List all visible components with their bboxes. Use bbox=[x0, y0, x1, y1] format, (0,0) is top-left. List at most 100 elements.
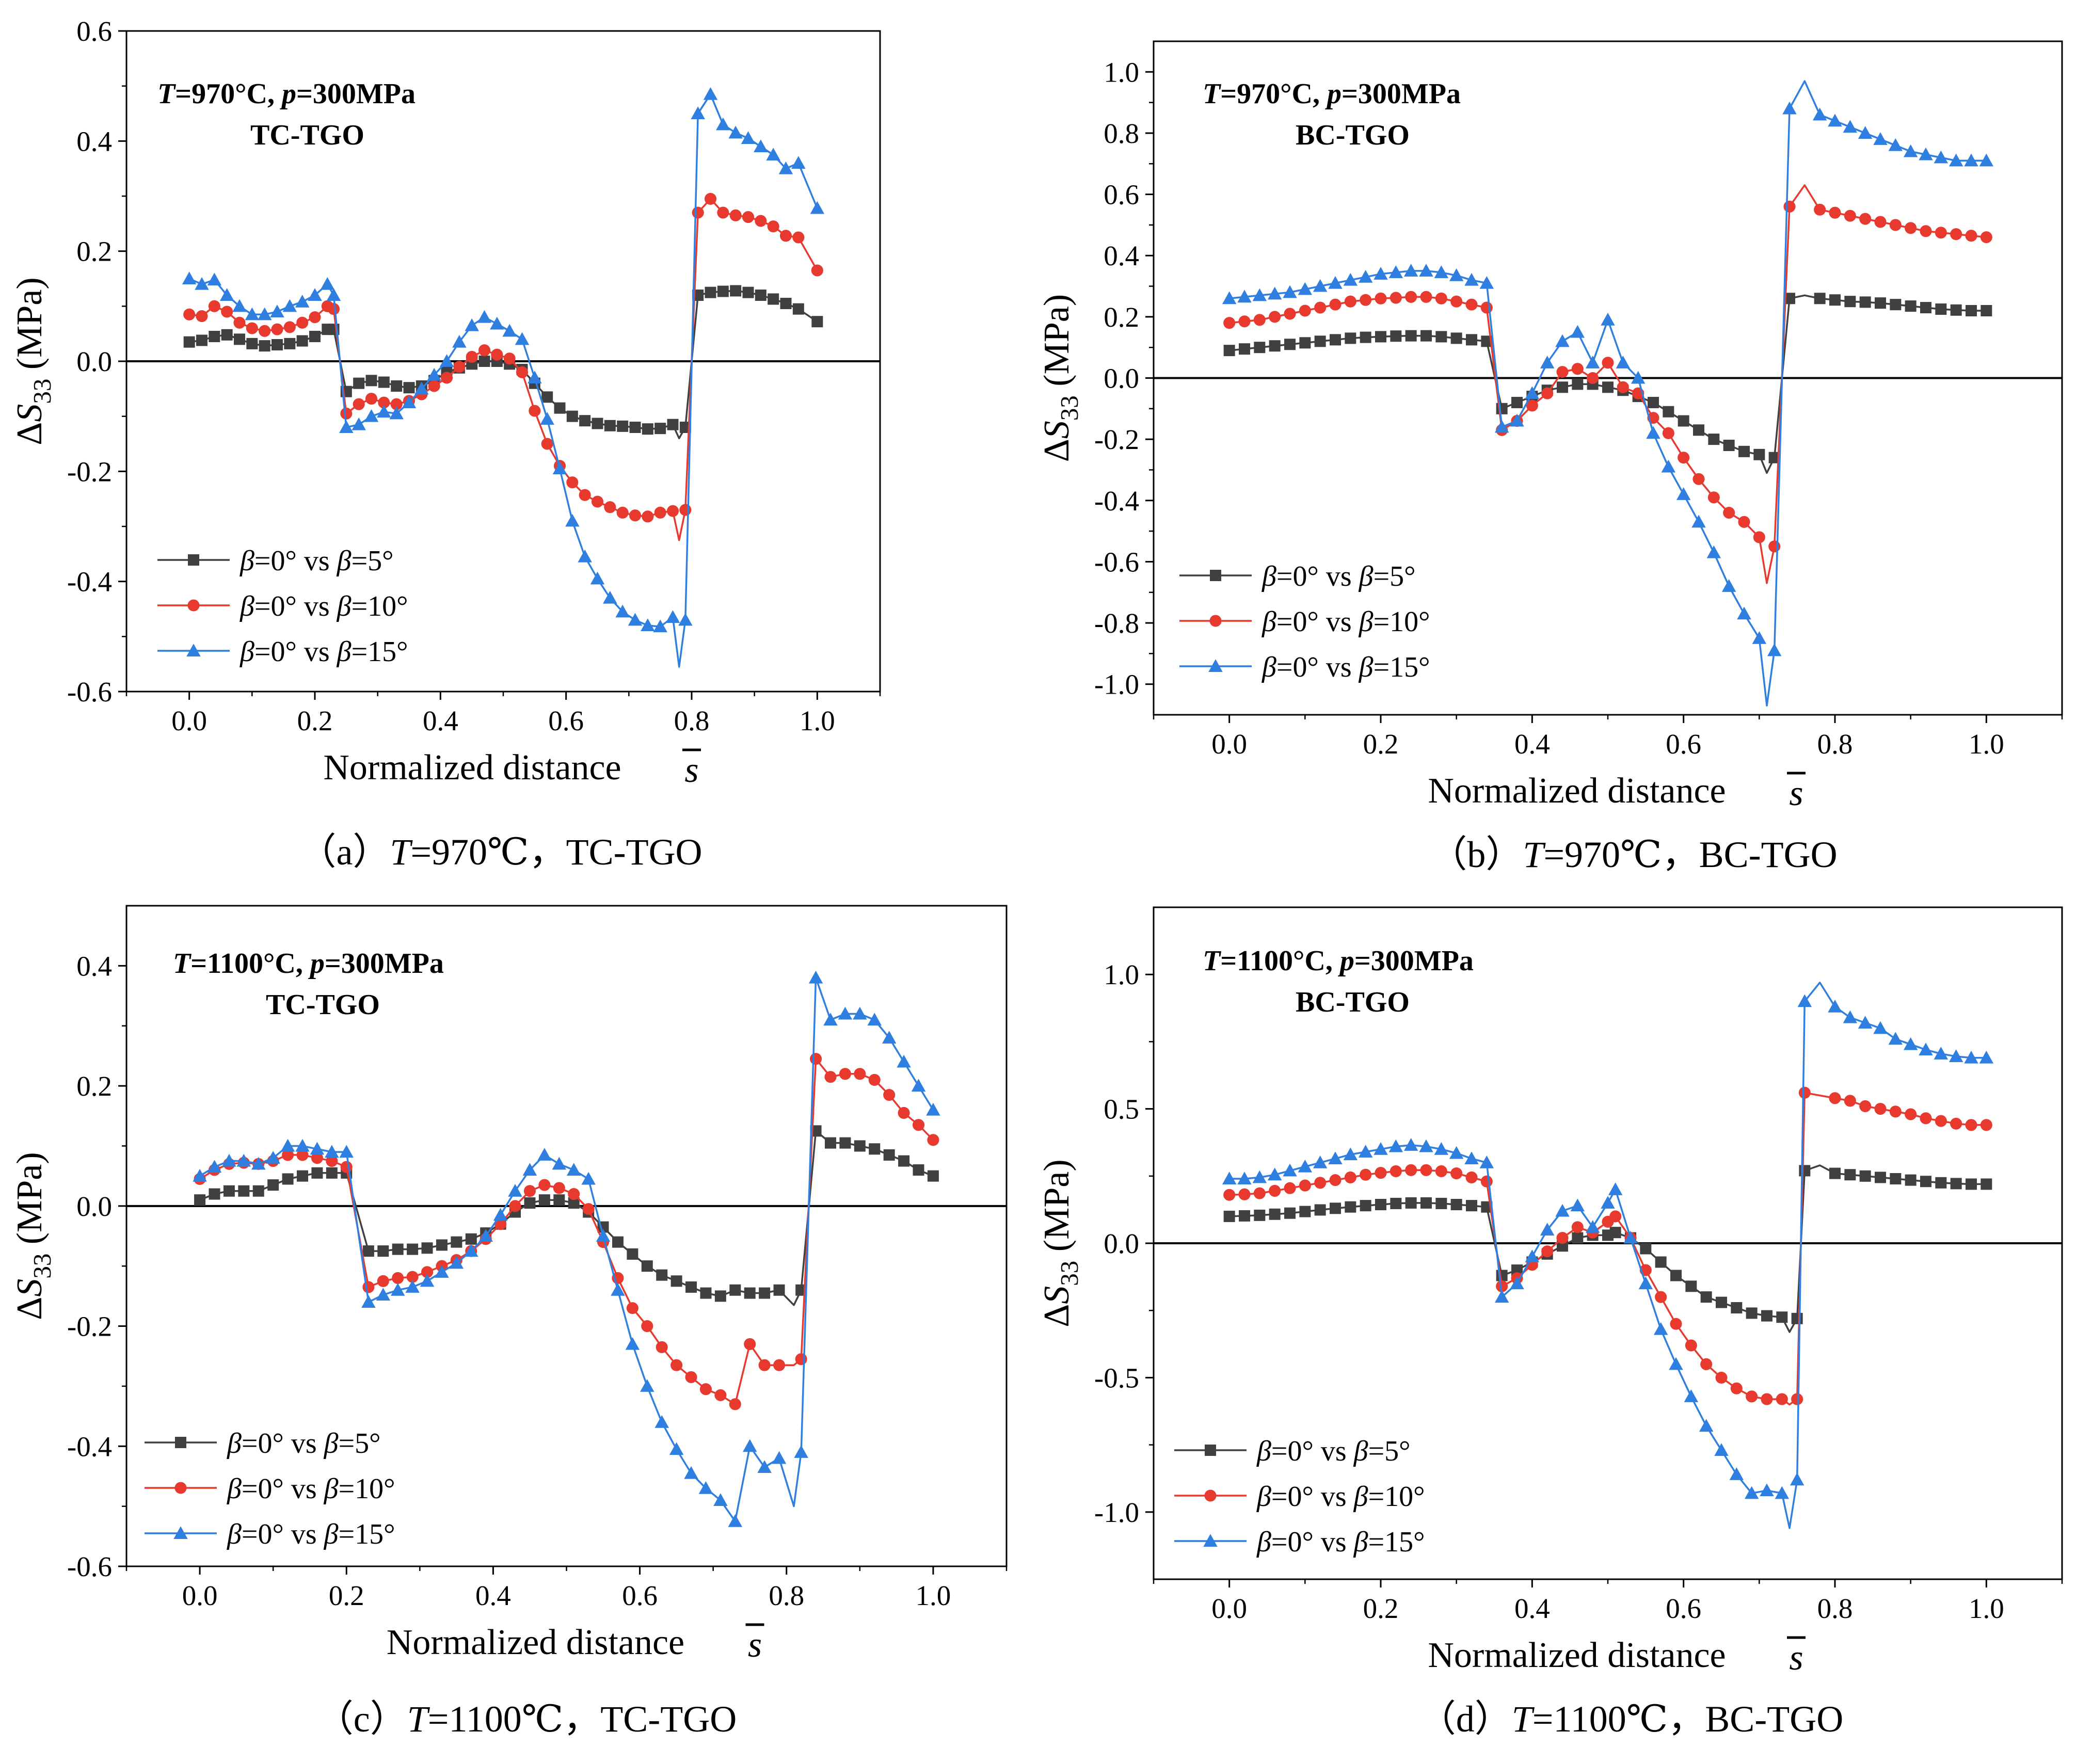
y-tick-label: 0.2 bbox=[76, 1070, 112, 1102]
data-point bbox=[522, 1163, 537, 1176]
x-tick-label: 1.0 bbox=[1969, 728, 2004, 760]
data-point bbox=[1844, 1095, 1856, 1107]
data-point bbox=[616, 506, 629, 519]
data-point bbox=[911, 1079, 926, 1092]
data-point bbox=[1405, 1164, 1417, 1176]
y-tick-label: 0.6 bbox=[76, 15, 112, 47]
data-point bbox=[1525, 1249, 1540, 1263]
data-point bbox=[362, 1245, 374, 1257]
data-point bbox=[1375, 331, 1386, 343]
data-point bbox=[377, 1275, 389, 1287]
y-tick-label: 0.2 bbox=[1104, 301, 1139, 333]
data-point bbox=[653, 619, 667, 633]
data-point bbox=[465, 1233, 477, 1245]
data-point bbox=[1653, 1322, 1668, 1335]
legend-entry: β=0° vs β=5° bbox=[1179, 560, 1416, 592]
data-point bbox=[465, 318, 479, 331]
data-point bbox=[327, 303, 340, 315]
data-point bbox=[684, 1466, 698, 1479]
data-point bbox=[1678, 452, 1690, 464]
legend-marker bbox=[1208, 659, 1223, 672]
data-point bbox=[1328, 1151, 1343, 1164]
data-point bbox=[1269, 1208, 1281, 1220]
data-point bbox=[196, 310, 208, 323]
data-point bbox=[209, 1188, 220, 1200]
data-point bbox=[1388, 265, 1403, 278]
data-point bbox=[1239, 343, 1250, 355]
series-square bbox=[1223, 1164, 1992, 1333]
data-point bbox=[617, 420, 629, 432]
data-point bbox=[1905, 1108, 1917, 1120]
data-point bbox=[245, 307, 260, 320]
data-point bbox=[182, 271, 197, 284]
legend-marker bbox=[1210, 570, 1221, 581]
data-point bbox=[326, 1167, 338, 1179]
data-point bbox=[897, 1054, 911, 1068]
data-point bbox=[611, 1282, 625, 1296]
y-tick-label: 0.0 bbox=[76, 346, 112, 377]
x-tick-label: 0.6 bbox=[1666, 728, 1701, 760]
data-point bbox=[728, 125, 743, 139]
data-point bbox=[565, 514, 580, 527]
data-point bbox=[1434, 1142, 1449, 1155]
legend-marker bbox=[1205, 1445, 1216, 1456]
data-point bbox=[1655, 1291, 1667, 1303]
y-tick-label: -0.8 bbox=[1094, 607, 1139, 639]
data-point bbox=[568, 1188, 580, 1200]
data-point bbox=[223, 1185, 235, 1197]
data-point bbox=[1510, 413, 1524, 427]
y-tick-label: 0.4 bbox=[76, 950, 112, 982]
data-point bbox=[1252, 288, 1267, 301]
data-point bbox=[754, 139, 768, 152]
legend-label: β=0° vs β=5° bbox=[1261, 560, 1416, 592]
data-point bbox=[326, 1154, 338, 1167]
data-point bbox=[1223, 1189, 1236, 1201]
legend-marker bbox=[1204, 1489, 1217, 1502]
data-point bbox=[810, 1053, 822, 1065]
data-point bbox=[246, 338, 258, 349]
data-point bbox=[1435, 331, 1447, 343]
data-point bbox=[1905, 300, 1917, 312]
data-point bbox=[838, 1006, 853, 1020]
data-point bbox=[1950, 228, 1962, 240]
data-point bbox=[1905, 222, 1917, 234]
data-point bbox=[615, 604, 630, 618]
data-point bbox=[508, 1183, 522, 1197]
data-point bbox=[1617, 381, 1629, 393]
data-point bbox=[1783, 200, 1796, 213]
data-point bbox=[1964, 153, 1978, 167]
data-point bbox=[566, 410, 578, 422]
data-point bbox=[1557, 381, 1568, 393]
data-point bbox=[234, 333, 245, 345]
data-point bbox=[309, 331, 321, 342]
data-point bbox=[1828, 114, 1842, 127]
data-point bbox=[1343, 1147, 1358, 1161]
data-point bbox=[692, 206, 704, 219]
data-point bbox=[792, 231, 805, 244]
data-point bbox=[1858, 1016, 1873, 1029]
data-point bbox=[728, 1514, 743, 1527]
data-point bbox=[377, 405, 391, 418]
data-point bbox=[440, 372, 453, 384]
data-point bbox=[772, 1451, 787, 1464]
series-line bbox=[1229, 184, 1987, 584]
data-point bbox=[466, 350, 478, 363]
data-point bbox=[1761, 1393, 1773, 1405]
data-point bbox=[1920, 1176, 1931, 1188]
data-point bbox=[1314, 335, 1326, 347]
data-point bbox=[1494, 420, 1509, 433]
data-point bbox=[515, 332, 530, 345]
data-point bbox=[744, 1338, 756, 1351]
data-point bbox=[1768, 540, 1781, 553]
data-point bbox=[1328, 276, 1343, 289]
data-point bbox=[1570, 325, 1585, 338]
series-line bbox=[1229, 1092, 1987, 1406]
data-point bbox=[1905, 1174, 1917, 1186]
data-point bbox=[552, 1157, 567, 1170]
data-point bbox=[744, 1287, 756, 1299]
data-point bbox=[654, 423, 666, 435]
data-point bbox=[1663, 406, 1674, 418]
data-point bbox=[407, 1243, 419, 1255]
data-point bbox=[1797, 994, 1812, 1007]
legend-entry: β=0° vs β=5° bbox=[1174, 1435, 1411, 1467]
